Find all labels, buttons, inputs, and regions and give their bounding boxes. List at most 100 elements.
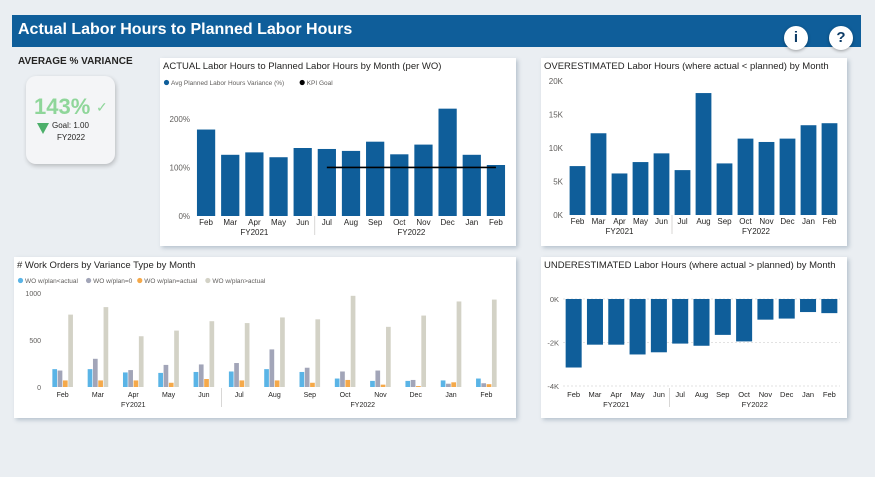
- x-tick-label: Dec: [780, 390, 794, 399]
- x-tick-label: May: [271, 218, 286, 227]
- x-tick-label: Feb: [823, 217, 837, 226]
- bar: [341, 150, 361, 216]
- bar: [345, 379, 351, 387]
- x-tick-label: Dec: [780, 217, 794, 226]
- x-tick-label: Apr: [128, 392, 140, 399]
- x-tick-label: Jan: [465, 218, 478, 227]
- legend-marker: [17, 277, 24, 284]
- x-tick-label: May: [633, 217, 648, 226]
- bar: [405, 380, 411, 387]
- x-tick-label: Aug: [696, 217, 710, 226]
- kpi-heading: AVERAGE % VARIANCE: [18, 56, 133, 67]
- bar: [821, 123, 838, 215]
- x-tick-label: Jun: [655, 217, 668, 226]
- under-chart-title: UNDERESTIMATED Labor Hours (where actual…: [544, 260, 836, 271]
- x-tick-label: Dec: [440, 218, 454, 227]
- bar: [462, 154, 481, 216]
- legend-label: WO w/plan<actual: [25, 278, 78, 285]
- bar: [92, 358, 98, 387]
- legend-label: WO w/plan>actual: [212, 278, 265, 285]
- y-tick-label: 1000: [25, 291, 41, 298]
- x-tick-label: Nov: [759, 390, 773, 399]
- x-tick-label: Jan: [802, 390, 814, 399]
- fiscal-year-label: FY2022: [397, 228, 426, 237]
- bar: [168, 382, 174, 387]
- bar: [481, 383, 487, 387]
- bar: [264, 369, 269, 387]
- x-tick-label: Apr: [248, 218, 261, 227]
- bar: [380, 384, 386, 387]
- page-title: Actual Labor Hours to Planned Labor Hour…: [18, 21, 353, 38]
- wo-chart-title: # Work Orders by Variance Type by Month: [17, 260, 196, 271]
- x-tick-label: Feb: [57, 392, 69, 399]
- bar: [87, 369, 93, 387]
- bar: [476, 378, 481, 387]
- bar: [421, 315, 427, 387]
- bar: [779, 138, 796, 215]
- bar: [451, 382, 457, 387]
- bar: [611, 173, 628, 215]
- x-tick-label: May: [630, 390, 644, 399]
- x-tick-label: Oct: [739, 217, 752, 226]
- legend-label: WO w/plan=actual: [144, 278, 197, 285]
- bar: [221, 154, 240, 216]
- legend-marker: [163, 79, 170, 86]
- bar: [304, 367, 310, 387]
- bar: [68, 314, 73, 387]
- bar: [800, 299, 817, 313]
- wo-chart: WO w/plan<actual WO w/plan=0 WO w/plan=act…: [17, 277, 497, 409]
- bar: [716, 163, 733, 215]
- x-tick-label: Apr: [613, 217, 626, 226]
- legend-marker: [299, 79, 305, 86]
- x-tick-label: Mar: [223, 218, 237, 227]
- x-tick-label: Feb: [567, 390, 580, 399]
- bar: [565, 299, 582, 368]
- bar: [334, 378, 340, 387]
- triangle-down-icon: [37, 123, 49, 134]
- x-tick-label: Sep: [368, 218, 383, 227]
- x-tick-label: Dec: [410, 392, 423, 399]
- x-tick-label: Mar: [592, 217, 606, 226]
- help-button[interactable]: ?: [829, 26, 853, 50]
- bar: [62, 380, 68, 387]
- fiscal-year-label: FY2021: [603, 400, 629, 409]
- x-tick-label: Sep: [717, 217, 732, 226]
- x-tick-label: Mar: [92, 392, 105, 399]
- bar: [695, 93, 712, 215]
- x-tick-label: Aug: [268, 392, 281, 399]
- fiscal-year-label: FY2021: [605, 227, 634, 236]
- bar: [310, 382, 315, 387]
- bar: [375, 370, 381, 387]
- bar: [138, 336, 144, 387]
- info-button[interactable]: i: [784, 26, 808, 50]
- bar: [486, 165, 506, 216]
- bar: [245, 152, 264, 216]
- y-tick-label: 0K: [553, 211, 563, 220]
- bar: [174, 330, 179, 387]
- bar: [103, 307, 109, 387]
- bar: [317, 148, 336, 216]
- bar: [234, 363, 239, 387]
- bar: [629, 299, 646, 355]
- x-tick-label: May: [162, 392, 176, 399]
- bar: [269, 157, 288, 216]
- kpi-value: 143%: [34, 94, 91, 119]
- bar: [410, 379, 416, 387]
- bar: [57, 370, 63, 387]
- x-tick-label: Feb: [199, 218, 213, 227]
- x-tick-label: Feb: [823, 390, 836, 399]
- legend-marker: [137, 277, 143, 284]
- bar: [632, 162, 649, 215]
- legend-label: Avg Planned Labor Hours Variance (%): [171, 80, 284, 87]
- bar: [366, 141, 385, 216]
- bar: [491, 299, 497, 387]
- bar: [244, 323, 250, 387]
- y-tick-label: 5K: [553, 178, 563, 187]
- x-tick-label: Jul: [677, 217, 687, 226]
- x-tick-label: Mar: [589, 390, 602, 399]
- x-tick-label: Jun: [198, 392, 209, 399]
- fiscal-year-label: FY2021: [121, 402, 146, 409]
- bar: [280, 317, 285, 387]
- bar: [569, 166, 586, 215]
- fiscal-year-label: FY2022: [742, 400, 768, 409]
